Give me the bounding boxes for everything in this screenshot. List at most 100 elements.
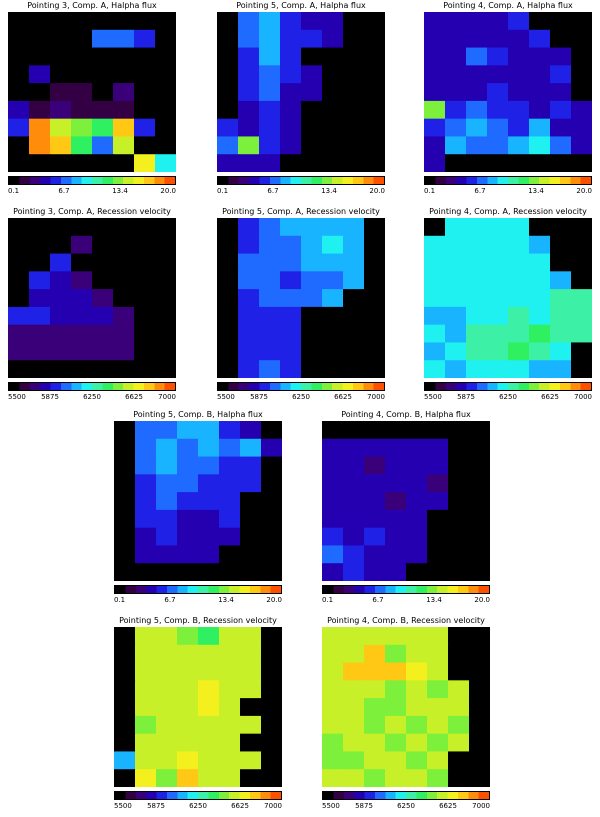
map-cell bbox=[134, 12, 156, 31]
map-cell bbox=[322, 306, 344, 326]
map-cell bbox=[322, 698, 344, 717]
colorbar-ticks: 5500 5875 6250 6625 7000 bbox=[217, 392, 385, 402]
map-cell bbox=[259, 100, 281, 120]
map-cell bbox=[343, 492, 365, 511]
map-cell bbox=[466, 235, 488, 255]
map-cell bbox=[550, 360, 572, 378]
map-cell bbox=[29, 235, 51, 255]
map-cell bbox=[8, 65, 30, 84]
map-cell bbox=[424, 253, 446, 272]
map-cell bbox=[217, 100, 239, 120]
map-cell bbox=[71, 253, 93, 272]
colorbar-tick-label: 5875 bbox=[41, 393, 59, 401]
map-cell bbox=[550, 253, 572, 272]
map-cell bbox=[550, 235, 572, 255]
map-cell bbox=[8, 12, 30, 31]
map-cell bbox=[217, 235, 239, 255]
map-cell bbox=[529, 12, 551, 31]
map-cell bbox=[508, 342, 530, 361]
map-cell bbox=[114, 438, 136, 458]
map-cell bbox=[385, 421, 407, 440]
map-cell bbox=[261, 456, 282, 475]
map-cell bbox=[385, 474, 407, 493]
map-cell bbox=[29, 154, 51, 172]
map-cell bbox=[406, 751, 428, 770]
map-cell bbox=[343, 644, 365, 664]
map-cell bbox=[466, 136, 488, 155]
map-cell bbox=[8, 306, 30, 326]
map-cell bbox=[487, 235, 509, 255]
map-cell bbox=[487, 136, 509, 155]
map-cell bbox=[424, 83, 446, 102]
map-cell bbox=[364, 438, 386, 458]
map-cell bbox=[343, 253, 365, 272]
map-cell bbox=[280, 324, 302, 343]
map-cell bbox=[469, 698, 490, 717]
map-cell bbox=[364, 527, 386, 546]
map-cell bbox=[508, 29, 530, 49]
colorbar-ticks: 0.1 6.7 13.4 20.0 bbox=[8, 186, 176, 196]
map-cell bbox=[259, 306, 281, 326]
colorbar-tick-label: 20.0 bbox=[266, 596, 282, 604]
map-cell bbox=[508, 47, 530, 66]
map-cell bbox=[343, 715, 365, 735]
map-cell bbox=[71, 271, 93, 290]
map-cell bbox=[322, 715, 344, 735]
map-cell bbox=[177, 456, 199, 475]
panel-title: Pointing 4, Comp. B, Recession velocity bbox=[327, 616, 485, 625]
velocity-map bbox=[322, 627, 490, 787]
map-cell bbox=[406, 545, 428, 564]
map-cell bbox=[424, 100, 446, 120]
map-cell bbox=[177, 662, 199, 681]
map-cell bbox=[156, 769, 178, 787]
colorbar-tick-label: 13.4 bbox=[426, 596, 442, 604]
map-cell bbox=[198, 563, 220, 581]
map-cell bbox=[406, 627, 428, 646]
map-cell bbox=[261, 563, 282, 581]
map-cell bbox=[92, 118, 114, 137]
colorbar-tick-label: 5500 bbox=[8, 393, 26, 401]
map-cell bbox=[113, 360, 135, 378]
map-cell bbox=[92, 289, 114, 308]
map-cell bbox=[50, 47, 72, 66]
map-cell bbox=[177, 563, 199, 581]
map-cell bbox=[571, 83, 592, 102]
map-cell bbox=[238, 47, 260, 66]
map-cell bbox=[301, 360, 323, 378]
map-cell bbox=[508, 324, 530, 343]
map-cell bbox=[238, 100, 260, 120]
map-cell bbox=[280, 289, 302, 308]
map-cell bbox=[322, 12, 344, 31]
map-cell bbox=[424, 235, 446, 255]
map-cell bbox=[280, 47, 302, 66]
map-cell bbox=[445, 29, 467, 49]
map-cell bbox=[322, 421, 344, 440]
map-cell bbox=[92, 100, 114, 120]
map-cell bbox=[50, 154, 72, 172]
map-cell bbox=[29, 271, 51, 290]
map-cell bbox=[92, 306, 114, 326]
map-cell bbox=[217, 65, 239, 84]
map-cell bbox=[198, 715, 220, 735]
map-cell bbox=[135, 733, 157, 752]
map-cell bbox=[198, 680, 220, 699]
map-cell bbox=[238, 306, 260, 326]
map-cell bbox=[259, 136, 281, 155]
map-cell bbox=[29, 253, 51, 272]
map-cell bbox=[50, 136, 72, 155]
intensity-map bbox=[322, 421, 490, 581]
map-cell bbox=[280, 118, 302, 137]
map-cell bbox=[448, 421, 470, 440]
map-cell bbox=[445, 342, 467, 361]
map-cell bbox=[322, 545, 344, 564]
map-cell bbox=[280, 271, 302, 290]
map-cell bbox=[71, 65, 93, 84]
map-cell bbox=[217, 154, 239, 172]
map-cell bbox=[135, 509, 157, 529]
map-cell bbox=[427, 769, 449, 787]
map-cell bbox=[385, 456, 407, 475]
map-cell bbox=[322, 100, 344, 120]
map-cell bbox=[301, 306, 323, 326]
map-cell bbox=[385, 715, 407, 735]
map-cell bbox=[448, 680, 470, 699]
